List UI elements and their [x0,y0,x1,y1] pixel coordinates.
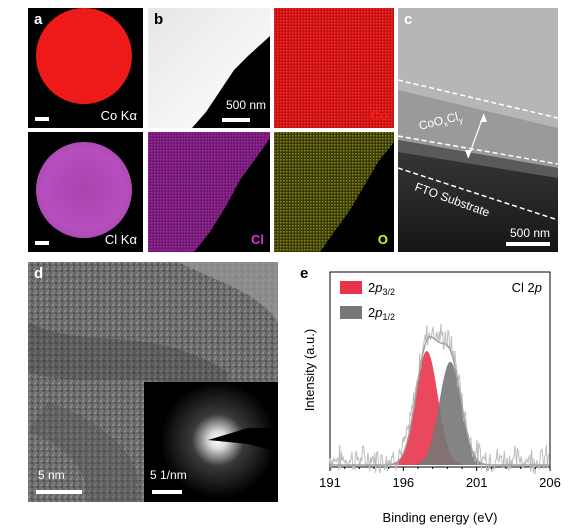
scale-bar-label: 500 nm [225,98,266,112]
co-ka-label: Co Kα [100,108,137,123]
x-tick-label: 191 [319,475,341,490]
panel-c-label: c [404,11,413,28]
scale-bar [36,490,82,494]
panel-b-co-map: Co [274,8,394,128]
cl-ka-label: Cl Kα [104,232,137,247]
fit-envelope-line [330,336,550,466]
scale-bar [222,118,250,122]
legend-label-2p32: 2p3/2 [368,280,395,297]
cl-map-label: Cl [251,232,264,247]
o-map-label: O [377,232,388,247]
peak-area-2p32 [368,351,486,465]
cl-particle [36,142,132,238]
panel-c-cross-section: CoOxCly FTO Substrate c 500 nm [398,8,558,252]
legend-swatch-2p32 [340,281,362,294]
panel-b-label: b [154,11,164,28]
y-axis-label: Intensity (a.u.) [302,329,317,411]
scale-bar [35,241,49,245]
peak-area-2p12 [391,361,509,465]
xps-plot: e 191 196 201 206 Binding energy (eV) Inten… [300,265,561,525]
x-axis-label: Binding energy (eV) [383,510,498,525]
x-tick-label: 201 [466,475,488,490]
panel-b-o-map: O [274,132,394,252]
panel-a-cl-map: Cl Kα [28,132,143,252]
panel-e-xps-chart: e 191 196 201 206 Binding energy (eV) Inten… [288,262,585,531]
scale-bar-label: 500 nm [509,226,550,240]
saed-inset: 5 1/nm [144,382,278,502]
panel-d-label: d [34,265,44,282]
cl-2p-annotation: Cl 2p [512,280,542,295]
coo-cl-layer-label: CoOxCly [417,109,464,135]
co-map-label: Co [370,108,388,123]
scale-bar [35,117,49,121]
x-tick-label: 206 [539,475,561,490]
x-tick-label: 196 [392,475,414,490]
panel-e-label: e [300,265,308,282]
panel-d-hrtem: d 5 nm 5 1/nm [28,262,278,502]
scale-bar [506,242,550,246]
panel-a-label: a [34,11,43,28]
panel-b-cl-map: Cl [148,132,270,252]
legend-label-2p12: 2p1/2 [368,305,395,322]
legend-swatch-2p12 [340,306,362,319]
scale-bar-label: 5 nm [38,468,65,482]
inset-scale-bar [152,490,182,494]
panel-a-co-map: a Co Kα [28,8,143,128]
co-particle [36,8,132,104]
haadf-particle [148,8,270,128]
plot-frame [329,271,551,468]
inset-scale-bar-label: 5 1/nm [150,468,187,482]
panel-b-haadf-image: b 500 nm [148,8,270,128]
